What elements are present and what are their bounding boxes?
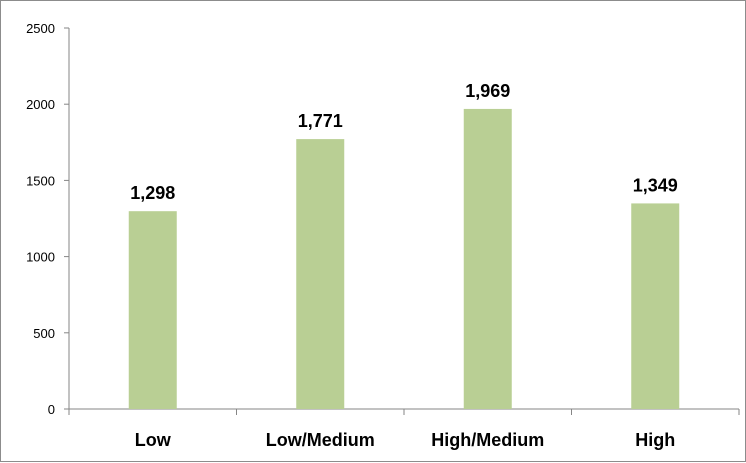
data-label: 1,298 [130, 183, 175, 203]
y-tick-label: 1000 [26, 250, 55, 265]
x-category-label: High/Medium [431, 430, 544, 450]
y-tick-label: 2500 [26, 21, 55, 36]
bar-low-medium [296, 139, 345, 409]
bar-high-medium [463, 108, 512, 409]
x-category-label: High [635, 430, 675, 450]
y-tick-label: 500 [33, 326, 55, 341]
data-label: 1,349 [633, 175, 678, 195]
x-category-label: Low [135, 430, 172, 450]
data-label: 1,969 [465, 81, 510, 101]
y-tick-label: 2000 [26, 97, 55, 112]
bar-low [128, 211, 177, 409]
data-label: 1,771 [298, 111, 343, 131]
bar-high [631, 203, 680, 409]
y-tick-label: 1500 [26, 173, 55, 188]
y-tick-label: 0 [48, 402, 55, 417]
x-category-label: Low/Medium [266, 430, 375, 450]
